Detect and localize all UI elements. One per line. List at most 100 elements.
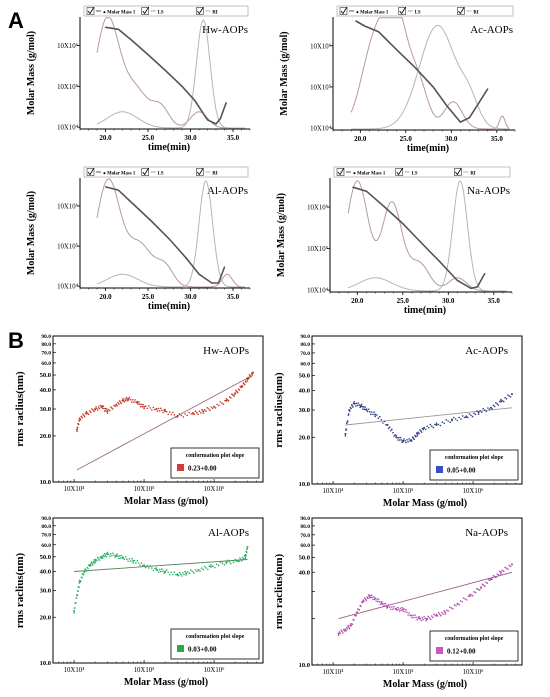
series-line-ls	[347, 180, 507, 292]
trace-dot	[488, 408, 491, 411]
trace-dot	[414, 614, 416, 616]
trace-dot	[104, 407, 107, 410]
trace-dot	[91, 562, 93, 565]
check-icon	[399, 6, 407, 15]
trace-dot	[495, 576, 497, 579]
trace-dot	[441, 421, 444, 423]
y-tick-label: 10.0	[299, 662, 310, 669]
trace-dot	[474, 591, 477, 594]
trace-dot	[239, 557, 241, 559]
trace-dot	[492, 574, 495, 577]
trace-dot	[479, 410, 482, 412]
trace-dot	[351, 623, 354, 625]
data-point	[100, 405, 103, 408]
data-point	[176, 573, 179, 576]
trace-dot	[118, 400, 121, 402]
data-point	[459, 121, 461, 123]
trace-dot	[160, 570, 162, 573]
data-point	[499, 571, 502, 574]
data-point	[225, 399, 228, 402]
trace-dot	[384, 605, 386, 607]
trace-dot	[408, 612, 410, 614]
trace-dot	[128, 558, 131, 560]
check-icon	[458, 6, 465, 15]
legend-checkbox-icon	[339, 7, 348, 15]
trace-dot	[123, 558, 126, 561]
trace-dot	[481, 583, 484, 586]
trace-dot	[233, 395, 235, 397]
trace-dot	[197, 413, 199, 416]
trace-dot	[496, 403, 499, 405]
trace-dot	[346, 628, 349, 630]
check-icon	[142, 6, 150, 15]
x-tick-label: 10X10⁶	[204, 486, 226, 493]
data-point	[132, 559, 135, 562]
trace-dot	[190, 413, 192, 415]
trace-dot	[74, 607, 76, 609]
chart-title: Al-AOPs	[207, 185, 248, 197]
trace-dot	[136, 559, 139, 562]
trace-dot	[111, 555, 113, 557]
trace-dot	[368, 597, 371, 599]
data-point	[155, 568, 158, 571]
trace-dot	[241, 556, 244, 559]
trace-dot	[347, 413, 350, 415]
data-point	[122, 557, 124, 560]
data-point	[362, 600, 365, 603]
x-tick-label: 10X10⁴	[64, 667, 86, 674]
trace-dot	[480, 411, 483, 413]
trace-dot	[429, 618, 432, 621]
y-tick-label: 40.0	[40, 569, 51, 576]
data-point	[444, 611, 447, 614]
data-point	[353, 402, 356, 405]
trace-dot	[367, 597, 369, 600]
trace-dot	[413, 438, 416, 441]
trace-dot	[88, 410, 91, 412]
trace-dot	[398, 610, 401, 612]
legend-frame	[83, 166, 249, 178]
trace-dot	[101, 557, 104, 560]
y-tick-label: 70.0	[300, 533, 310, 539]
trace-dot	[87, 567, 89, 570]
trace-dot	[399, 436, 402, 439]
data-point	[456, 279, 458, 282]
legend-item-label: LS	[158, 172, 164, 177]
trace-dot	[221, 562, 224, 565]
trace-dot	[477, 413, 480, 415]
legend-frame	[83, 5, 249, 17]
trace-dot	[209, 409, 211, 412]
trace-dot	[202, 412, 204, 414]
trace-dot	[399, 607, 402, 610]
trace-dot	[365, 599, 368, 602]
trace-dot	[345, 428, 348, 430]
trace-dot	[245, 554, 247, 557]
trace-dot	[487, 407, 489, 409]
trace-dot	[96, 556, 99, 559]
x-tick-label: 10X10⁵	[393, 669, 415, 676]
trace-dot	[377, 600, 379, 603]
y-tick-label: 70.0	[41, 533, 51, 539]
chart-b3: 10.0 20.0 30.0 40.0 50.0 60.0 70.0 80.0 90.0 10X1…	[14, 516, 264, 688]
trace-dot	[175, 416, 177, 419]
data-point	[185, 257, 187, 259]
check-icon	[337, 167, 345, 176]
data-point	[78, 581, 81, 584]
data-point	[234, 392, 237, 395]
trace-dot	[139, 564, 141, 567]
trace-dot	[217, 564, 220, 567]
trace-dot	[391, 606, 393, 608]
trace-dot	[186, 414, 188, 417]
trace-dot	[358, 404, 361, 406]
data-point	[418, 617, 421, 620]
trace-dot	[469, 593, 471, 596]
trace-dot	[501, 399, 504, 402]
trace-dot	[106, 408, 108, 410]
trace-dot	[407, 614, 409, 616]
trace-dot	[508, 564, 511, 567]
trace-dot	[77, 423, 80, 426]
trace-dot	[243, 554, 246, 557]
trace-dot	[129, 398, 132, 401]
trace-dot	[99, 556, 101, 558]
y-tick-label: 10.0	[40, 479, 51, 486]
